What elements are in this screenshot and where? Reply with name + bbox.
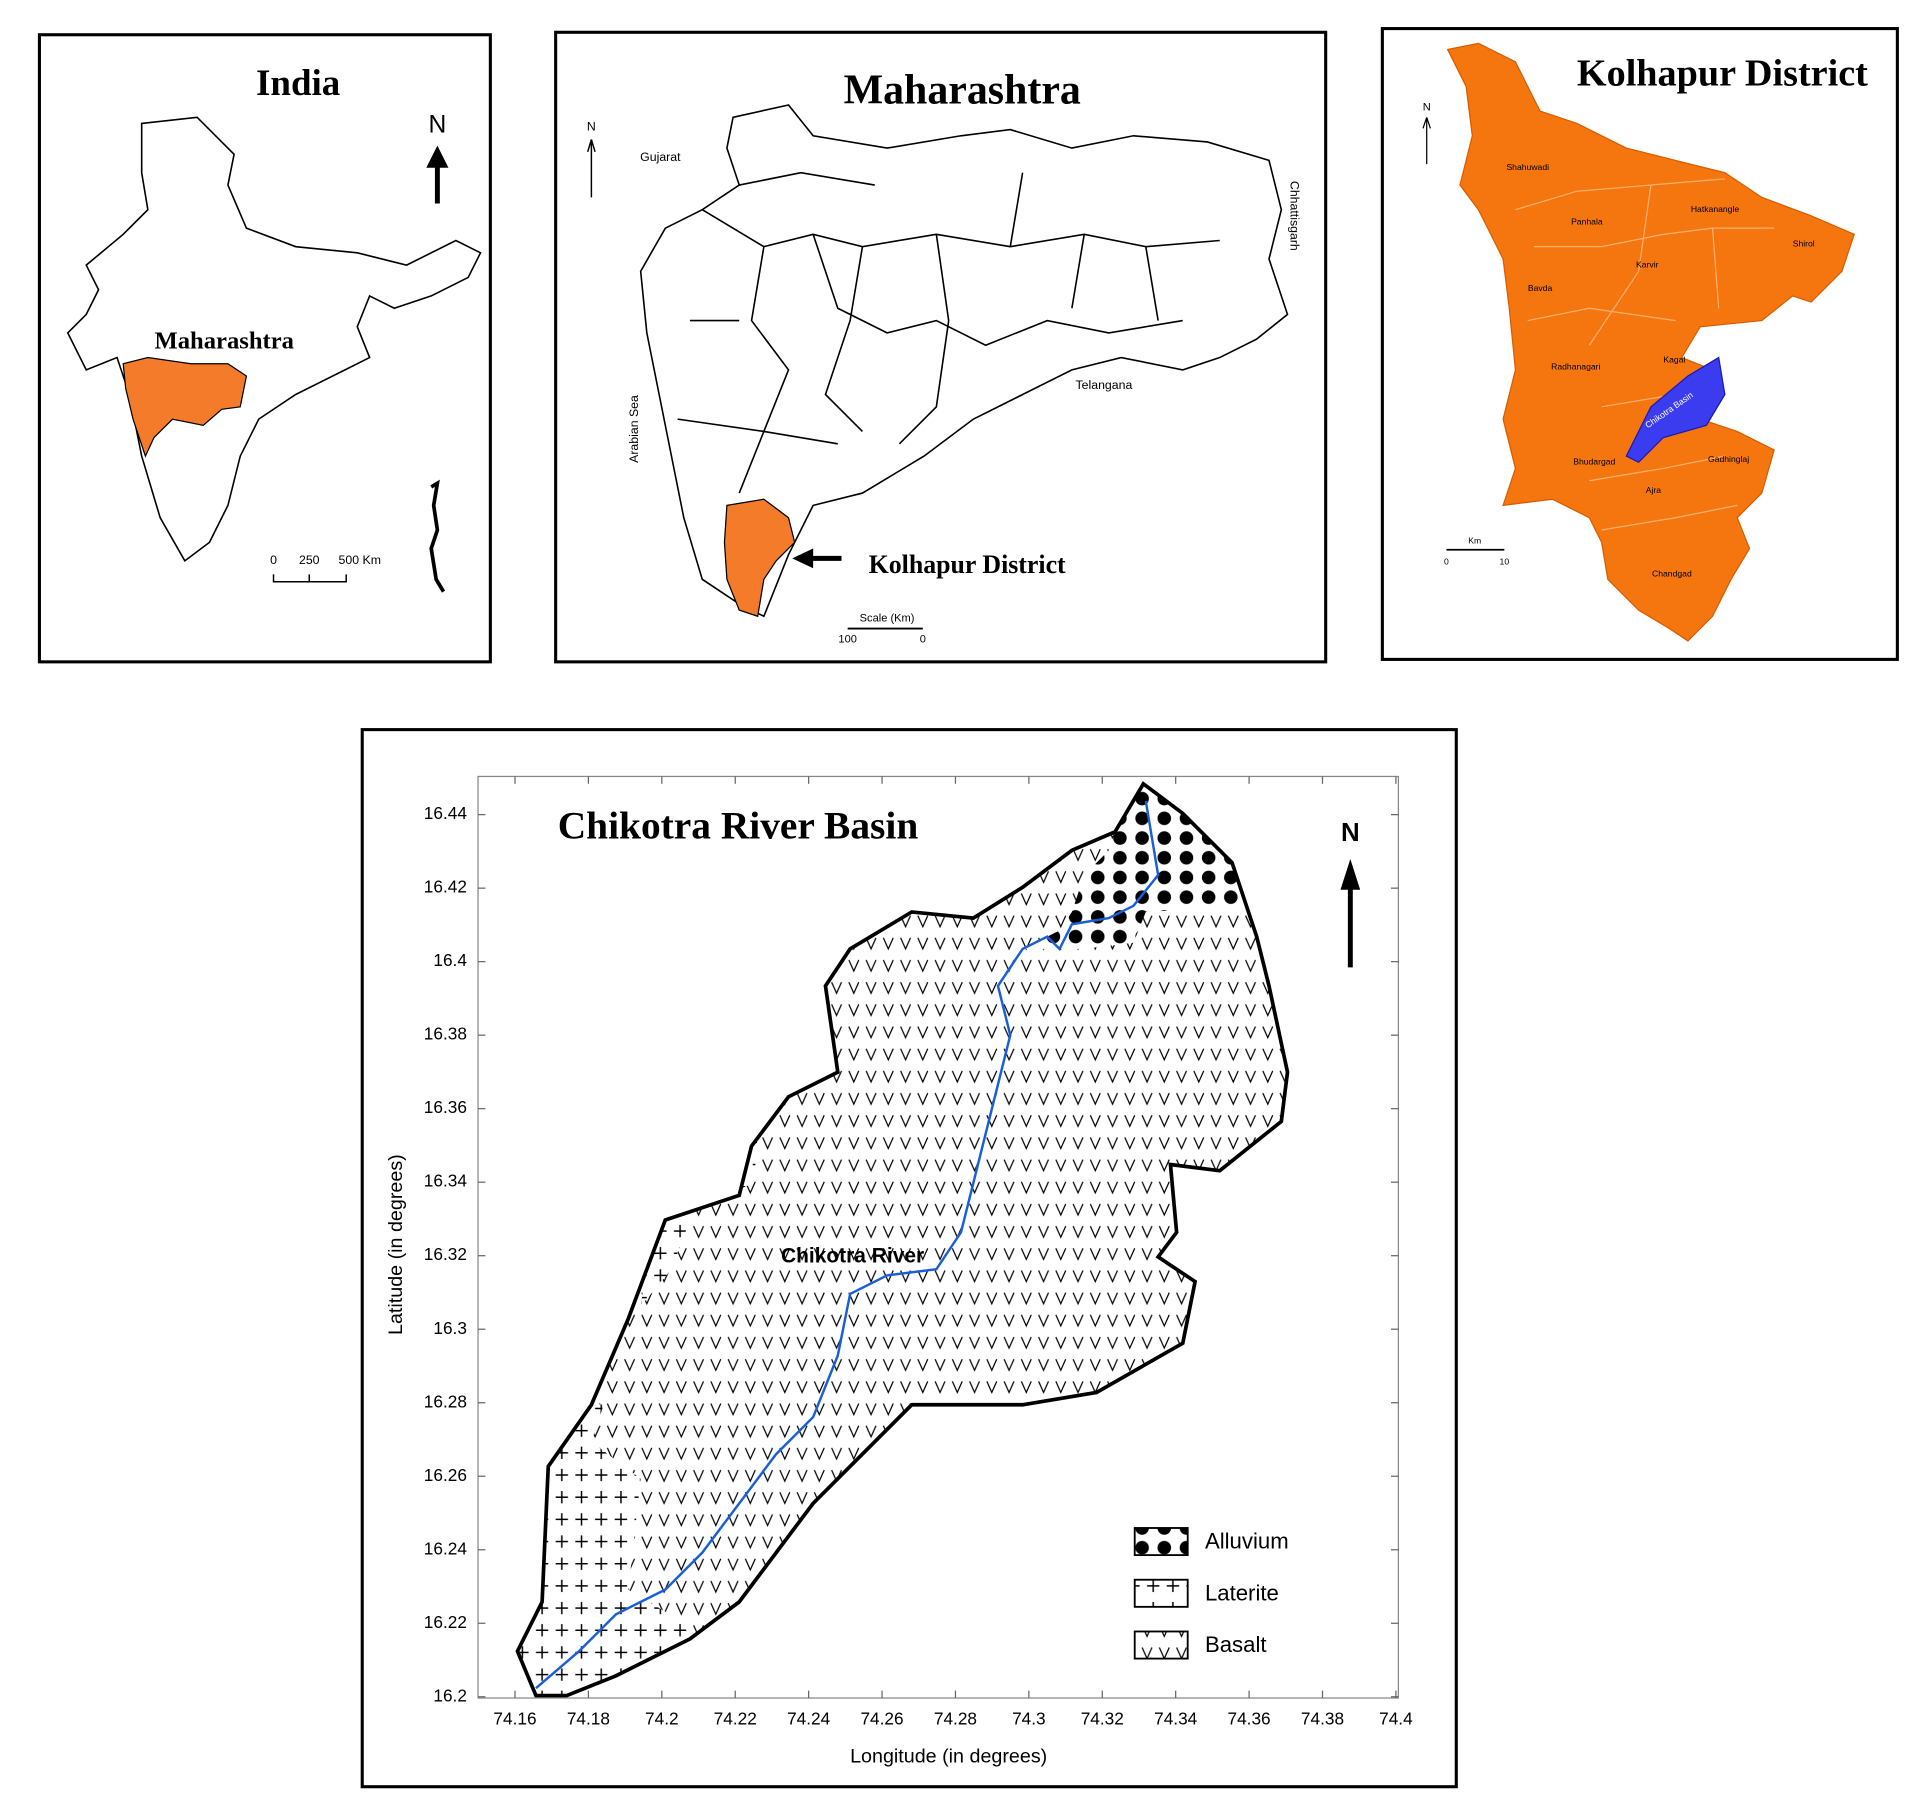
x-tick-label: 74.34 <box>1154 1709 1198 1729</box>
taluka-label: Ajra <box>1646 485 1662 495</box>
scale-label: 100 <box>838 634 856 646</box>
x-tick-label: 74.18 <box>567 1709 610 1729</box>
panel-title: Maharashtra <box>844 67 1081 113</box>
legend-label: Laterite <box>1205 1580 1279 1605</box>
legend-label: Alluvium <box>1205 1529 1289 1554</box>
maharashtra-panel: Maharashtra Gujarat Chhattisgarh Telanga… <box>554 30 1328 664</box>
north-arrow <box>1340 858 1361 968</box>
taluka-label: Hatkanangle <box>1691 204 1740 214</box>
north-label: N <box>1341 819 1360 847</box>
y-tick-label: 16.34 <box>424 1171 468 1191</box>
x-tick-label: 74.24 <box>787 1709 831 1729</box>
kolhapur-panel: Kolhapur District Shahuwadi Panhala Hatkan… <box>1380 27 1899 661</box>
panel-title: India <box>256 62 340 103</box>
state-outline <box>639 104 1289 618</box>
india-outline <box>66 116 482 563</box>
taluka-lines <box>1515 178 1775 531</box>
north-label: N <box>1423 101 1431 113</box>
basin-shape <box>1625 356 1726 464</box>
neighbour-label: Arabian Sea <box>627 395 641 463</box>
india-panel: India Maharashtra N 0 250 500 Km <box>37 33 492 664</box>
y-tick-label: 16.2 <box>433 1685 467 1705</box>
x-tick-label: 74.26 <box>860 1709 903 1729</box>
maharashtra-shape <box>122 356 248 458</box>
y-tick-label: 16.44 <box>424 803 468 823</box>
legend-label: Basalt <box>1205 1632 1267 1657</box>
region-label: Maharashtra <box>154 327 294 354</box>
panel-frame <box>554 30 1328 664</box>
pointer-arrow <box>792 548 842 569</box>
taluka-label: Kagal <box>1663 354 1685 364</box>
legend-swatch <box>1133 1527 1189 1557</box>
x-axis-label: Longitude (in degrees) <box>850 1745 1047 1767</box>
scale-title: Scale (Km) <box>860 613 915 625</box>
y-tick-label: 16.24 <box>424 1538 468 1558</box>
scale-title: Km <box>1468 535 1481 545</box>
taluka-label: Shahuwadi <box>1506 162 1549 172</box>
legend-swatch <box>1133 1578 1189 1608</box>
neighbour-label: Telangana <box>1076 378 1133 392</box>
y-tick-label: 16.26 <box>424 1465 467 1485</box>
y-axis-label: Latitude (in degrees) <box>385 1154 407 1335</box>
panel-frame <box>37 33 492 664</box>
x-tick-label: 74.32 <box>1081 1709 1124 1729</box>
north-label: N <box>587 119 596 133</box>
y-tick-label: 16.4 <box>433 950 467 970</box>
panel-title: Kolhapur District <box>1577 52 1868 94</box>
scale-label: 500 Km <box>339 553 381 567</box>
kolhapur-shape <box>723 498 796 618</box>
y-tick-label: 16.38 <box>424 1024 467 1044</box>
north-arrow <box>586 139 596 198</box>
y-tick-label: 16.36 <box>424 1097 467 1117</box>
y-tick-label: 16.42 <box>424 877 467 897</box>
axis-ticks: 74.16 74.18 74.2 74.22 74.24 74.26 74.28 74.3 74… <box>424 776 1413 1729</box>
taluka-label: Chandgad <box>1652 569 1692 579</box>
neighbour-label: Gujarat <box>640 150 681 164</box>
river-label: Chikotra River <box>781 1244 924 1267</box>
x-tick-label: 74.3 <box>1012 1709 1046 1729</box>
taluka-label: Karvir <box>1636 259 1659 269</box>
north-arrow <box>1422 117 1431 165</box>
taluka-labels: Shahuwadi Panhala Hatkanangle Shirol Karvir B… <box>1506 162 1814 579</box>
scale-bar <box>272 574 347 583</box>
pointer-label: Kolhapur District <box>869 550 1066 579</box>
neighbour-label: Chhattisgarh <box>1287 181 1301 251</box>
y-tick-label: 16.32 <box>424 1244 467 1264</box>
taluka-label: Panhala <box>1571 216 1603 226</box>
district-lines <box>677 171 1220 494</box>
panel-title: Chikotra River Basin <box>558 803 919 847</box>
district-shape <box>1446 42 1856 642</box>
taluka-label: Gadhinglaj <box>1708 454 1749 464</box>
taluka-label: Bavda <box>1528 283 1553 293</box>
scale-label: 250 <box>299 553 320 567</box>
north-label: N <box>428 111 446 138</box>
x-tick-label: 74.2 <box>645 1709 679 1729</box>
legend: Alluvium Laterite Basalt <box>1133 1527 1289 1660</box>
x-tick-label: 74.16 <box>493 1709 536 1729</box>
laterite-area <box>517 1133 758 1696</box>
y-tick-label: 16.22 <box>424 1612 467 1632</box>
y-tick-label: 16.28 <box>424 1391 467 1411</box>
legend-swatch <box>1133 1630 1189 1660</box>
x-tick-label: 74.36 <box>1228 1709 1271 1729</box>
taluka-label: Radhanagari <box>1551 362 1600 372</box>
x-tick-label: 74.38 <box>1301 1709 1344 1729</box>
north-arrow <box>426 145 449 204</box>
scale-label: 0 <box>920 634 926 646</box>
basin-panel: 74.16 74.18 74.2 74.22 74.24 74.26 74.28 74.3 74… <box>360 728 1458 1789</box>
x-tick-label: 74.4 <box>1379 1709 1413 1729</box>
x-tick-label: 74.28 <box>934 1709 977 1729</box>
x-tick-label: 74.22 <box>714 1709 757 1729</box>
river <box>535 800 1160 1690</box>
islands <box>429 479 446 593</box>
scale-label: 10 <box>1500 556 1510 566</box>
scale-label: 0 <box>1444 556 1449 566</box>
y-tick-label: 16.3 <box>433 1318 467 1338</box>
taluka-label: Bhudargad <box>1573 457 1615 467</box>
scale-label: 0 <box>270 553 277 567</box>
plot-frame <box>477 775 1399 1699</box>
taluka-label: Shirol <box>1793 238 1815 248</box>
